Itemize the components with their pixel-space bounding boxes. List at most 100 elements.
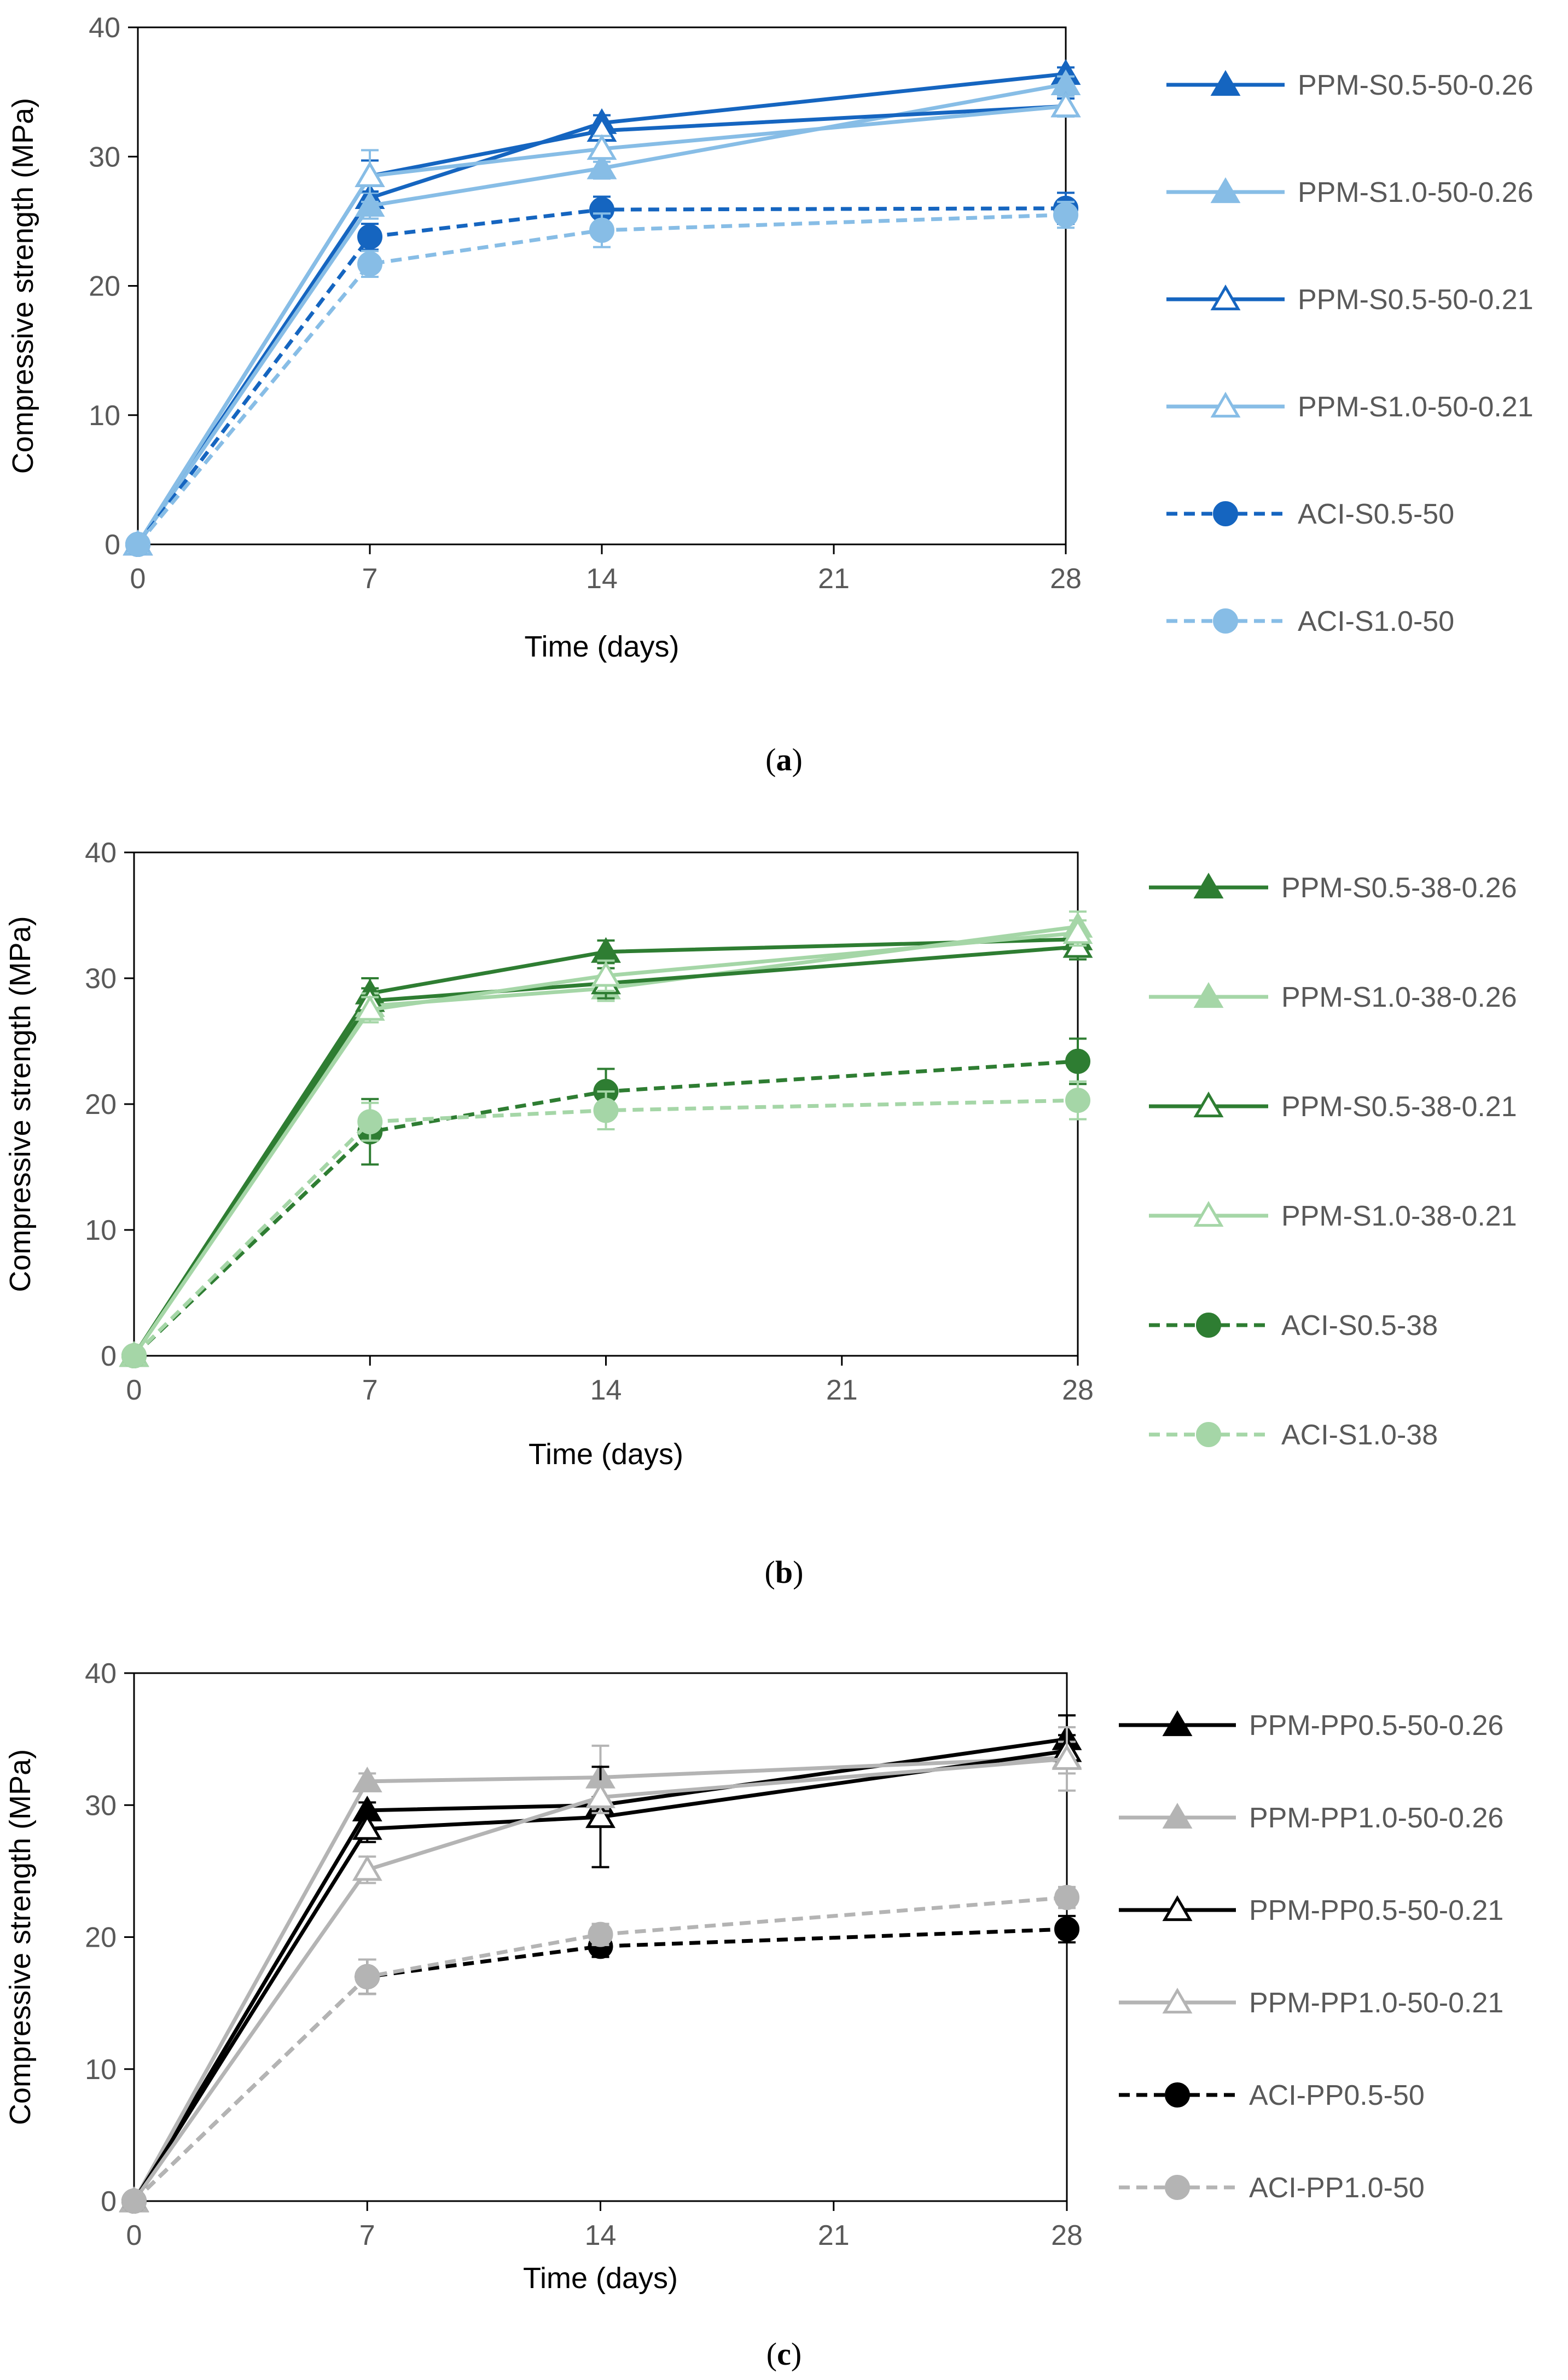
x-tick-label: 28	[1050, 563, 1082, 595]
series-line	[132, 1895, 1067, 2203]
series-line	[132, 937, 1078, 1357]
y-tick-label: 40	[89, 12, 120, 44]
data-point	[121, 2189, 147, 2214]
data-point	[1053, 202, 1078, 228]
legend-marker	[1213, 501, 1238, 526]
series-line	[132, 1749, 1067, 2202]
data-point	[352, 1766, 382, 1792]
series-line	[136, 213, 1066, 546]
legend-entry: PPM-S0.5-50-0.21	[1166, 284, 1534, 316]
legend-label: ACI-S0.5-38	[1281, 1310, 1438, 1342]
data-point	[125, 532, 150, 557]
y-tick-label: 0	[101, 1340, 117, 1372]
legend-entry: ACI-S0.5-38	[1149, 1310, 1438, 1342]
legend-label: PPM-S1.0-38-0.26	[1281, 982, 1517, 1013]
data-point	[585, 1802, 615, 1828]
data-point	[589, 217, 614, 243]
legend-entry: PPM-S0.5-38-0.26	[1149, 872, 1517, 904]
data-point	[1065, 1048, 1090, 1074]
legend-label: PPM-PP1.0-50-0.26	[1249, 1802, 1503, 1834]
y-tick-label: 20	[85, 1089, 117, 1121]
y-tick-label: 0	[104, 529, 120, 561]
legend-label: PPM-S0.5-50-0.21	[1298, 284, 1534, 316]
y-tick-label: 30	[85, 1790, 117, 1821]
data-point	[121, 1343, 147, 1368]
legend-entry: PPM-S1.0-50-0.21	[1166, 391, 1534, 423]
legend-marker	[1193, 982, 1224, 1008]
legend-marker	[1210, 70, 1241, 96]
legend-label: PPM-S0.5-38-0.21	[1281, 1091, 1517, 1123]
x-tick-label: 14	[585, 2220, 617, 2251]
legend-marker	[1193, 1201, 1224, 1227]
y-tick-label: 30	[89, 141, 120, 173]
x-tick-label: 7	[362, 1374, 378, 1406]
data-point	[357, 224, 382, 249]
data-point	[352, 1814, 382, 1840]
legend-marker	[1196, 1422, 1221, 1447]
legend-marker	[1210, 392, 1241, 418]
legend-entry: ACI-PP1.0-50	[1119, 2172, 1425, 2204]
series-line	[132, 1755, 1067, 2202]
y-tick-label: 20	[89, 271, 120, 303]
legend-marker	[1162, 1710, 1193, 1737]
x-tick-label: 14	[590, 1374, 622, 1406]
legend-label: ACI-PP0.5-50	[1249, 2080, 1425, 2111]
data-point	[357, 251, 382, 277]
data-point	[588, 1922, 613, 1947]
caption-close: )	[791, 2336, 802, 2372]
caption-open: (	[765, 742, 776, 777]
series-PPM-S1.0-38-0.21	[119, 918, 1093, 1367]
legend-entry: PPM-S0.5-38-0.21	[1149, 1091, 1517, 1123]
x-tick-label: 14	[586, 563, 618, 595]
legend-label: PPM-S0.5-50-0.26	[1298, 69, 1534, 101]
x-axis-title: Time (days)	[529, 1438, 683, 1471]
data-point	[591, 961, 621, 987]
caption-letter: c	[777, 2336, 791, 2372]
x-tick-label: 21	[818, 2220, 850, 2251]
legend-entry: PPM-S1.0-38-0.26	[1149, 982, 1517, 1013]
legend-entry: PPM-PP1.0-50-0.21	[1119, 1987, 1503, 2019]
caption-open: (	[765, 1554, 775, 1590]
legend-marker	[1196, 1313, 1221, 1338]
series-line	[136, 72, 1066, 545]
plot-frame	[137, 26, 1067, 545]
data-point	[357, 1109, 383, 1135]
data-point	[586, 134, 617, 160]
caption-close: )	[793, 1554, 803, 1590]
series-ACI-S1.0-50	[125, 200, 1078, 557]
legend-label: PPM-PP1.0-50-0.21	[1249, 1987, 1503, 2019]
legend-entry: ACI-S1.0-38	[1149, 1419, 1438, 1451]
x-tick-label: 0	[126, 2220, 142, 2251]
legend-label: PPM-S1.0-38-0.21	[1281, 1200, 1517, 1232]
x-tick-label: 21	[826, 1374, 858, 1406]
caption-close: )	[792, 742, 803, 777]
series-line	[132, 1757, 1067, 2203]
legend-entry: ACI-PP0.5-50	[1119, 2080, 1425, 2111]
legend-label: PPM-S1.0-50-0.26	[1298, 177, 1534, 208]
chart-panel-b: 0 10 20 30 40 0 7 14 21 28 Time (days) Compressive …	[4, 837, 1517, 1590]
legend-marker	[1193, 873, 1224, 899]
x-tick-label: 7	[362, 563, 378, 595]
data-point	[1054, 1917, 1079, 1942]
legend-label: ACI-S1.0-50	[1298, 606, 1454, 637]
x-tick-label: 0	[130, 563, 146, 595]
series-line	[132, 931, 1078, 1357]
data-point	[1054, 1885, 1079, 1911]
caption-open: (	[766, 2336, 777, 2372]
series-line	[132, 1098, 1078, 1357]
series-ACI-PP1.0-50	[121, 1885, 1079, 2214]
y-tick-label: 10	[89, 400, 120, 432]
y-tick-label: 20	[85, 1922, 117, 1954]
y-axis-title: Compressive strength (MPa)	[4, 916, 37, 1292]
panel-caption: (c)	[766, 2336, 802, 2372]
data-point	[585, 1782, 615, 1808]
panel-caption: (b)	[765, 1554, 804, 1590]
legend-marker	[1165, 2082, 1190, 2108]
legend-entry: ACI-S0.5-50	[1166, 498, 1454, 530]
legend-label: PPM-S0.5-38-0.26	[1281, 872, 1517, 904]
series-line	[132, 1737, 1067, 2202]
x-tick-label: 28	[1051, 2220, 1083, 2251]
legend-marker	[1210, 177, 1241, 204]
data-point	[593, 1098, 619, 1123]
